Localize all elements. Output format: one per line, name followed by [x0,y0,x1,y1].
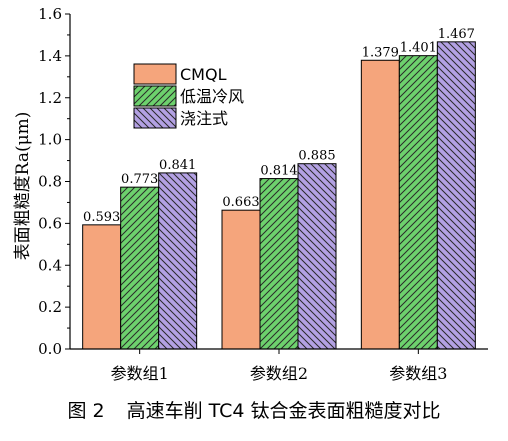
bar-1-series-3 [158,172,198,350]
figure-caption-number: 图 2 [67,400,105,422]
figure-caption-text: 高速车削 TC4 钛合金表面粗糙度对比 [126,400,441,422]
legend-label-2: 低温冷风 [180,87,244,106]
y-tick-label-7: 1.2 [38,89,62,107]
legend-label-3: 浇注式 [180,109,228,128]
bar-2-series-3 [297,163,337,350]
data-label-3-3: 1.467 [438,27,475,42]
y-tick-label-9: 1.6 [38,5,62,23]
legend-swatch-1 [133,63,177,85]
legend-label-1: CMQL [180,65,227,84]
bar-3-series-1 [360,59,400,350]
legend-swatch-2 [133,85,177,107]
legend-swatch-3 [133,107,177,129]
bar-2-series-1 [221,209,261,350]
y-tick-label-8: 1.4 [38,47,62,65]
data-label-2-3: 0.885 [298,149,335,164]
x-tick-label-2: 参数组2 [250,364,308,383]
data-label-1-2: 0.773 [121,172,158,187]
data-label-2-2: 0.814 [260,164,297,179]
x-tick-label-1: 参数组1 [111,364,169,383]
y-tick-label-1: 0.0 [38,340,62,358]
bar-1-series-2 [120,186,160,350]
data-label-3-2: 1.401 [400,41,437,56]
y-axis-title: 表面粗糙度Ra(μm) [13,112,33,261]
bar-3-series-3 [436,41,476,350]
y-tick-label-3: 0.4 [38,256,62,274]
bar-2-series-2 [259,178,299,350]
y-tick-label-6: 1.0 [38,131,62,149]
y-tick-label-5: 0.8 [38,173,62,191]
y-tick-label-2: 0.2 [38,298,62,316]
figure-caption: 图 2 高速车削 TC4 钛合金表面粗糙度对比 [0,396,508,423]
data-label-2-1: 0.663 [222,195,259,210]
bar-3-series-2 [398,55,438,350]
data-label-1-1: 0.593 [83,210,120,225]
data-label-1-3: 0.841 [159,158,196,173]
data-label-3-1: 1.379 [362,45,399,60]
y-tick-label-4: 0.6 [38,214,62,232]
bar-1-series-1 [82,224,122,350]
x-tick-label-3: 参数组3 [389,364,447,383]
